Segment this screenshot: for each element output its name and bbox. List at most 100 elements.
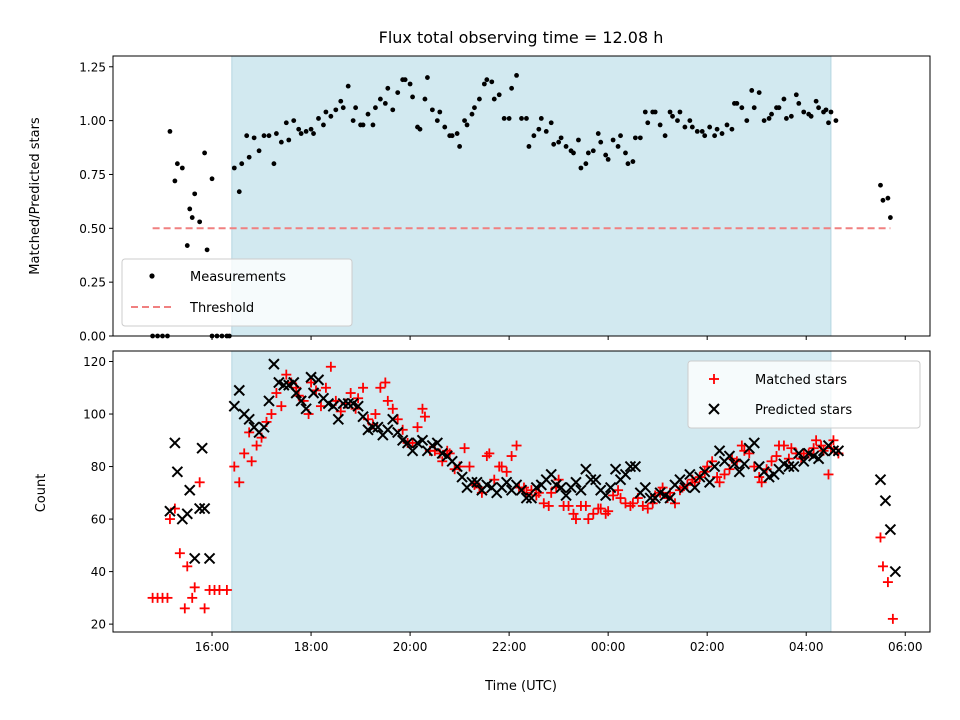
predicted-star-point (500, 476, 513, 489)
matched-star-point (417, 403, 428, 414)
measurement-point (274, 131, 279, 136)
predicted-star-point (332, 413, 345, 425)
matched-star-point (189, 582, 200, 593)
matched-star-point (719, 469, 730, 480)
legend-matched-label: Matched stars (755, 373, 847, 388)
measurement-point (251, 135, 257, 141)
measurement-point (880, 197, 886, 203)
measurement-point (429, 107, 435, 113)
bottom-legend: Matched stars Predicted stars (687, 360, 921, 429)
predicted-star-point (456, 471, 468, 483)
predicted-star-point (515, 484, 528, 496)
matched-star-point (234, 477, 245, 488)
measurement-point (675, 118, 680, 124)
measurement-point (442, 124, 448, 130)
predicted-star-point (466, 476, 478, 489)
measurement-point (712, 133, 718, 139)
bottom-y-axis-label: Count (34, 474, 49, 513)
matched-star-point (187, 592, 198, 603)
measurement-point (350, 118, 356, 124)
predicted-star-point (382, 424, 394, 436)
matched-star-point (306, 377, 317, 388)
matched-star-point (370, 409, 381, 420)
predicted-star-point (392, 426, 404, 439)
measurement-point (395, 90, 401, 96)
matched-star-point (229, 461, 240, 472)
predicted-star-point (708, 460, 721, 473)
predicted-star-point (164, 505, 176, 517)
predicted-star-point (198, 502, 211, 515)
predicted-star-point (525, 492, 538, 504)
matched-star-point (392, 414, 403, 425)
predicted-star-point (827, 445, 840, 457)
measurement-point (491, 96, 497, 102)
measurement-point (278, 139, 284, 145)
measurement-point (687, 118, 693, 124)
predicted-star-point (798, 455, 810, 468)
predicted-star-point (401, 437, 414, 449)
predicted-star-point (604, 481, 617, 494)
measurement-point (489, 79, 495, 85)
matched-star-point (875, 532, 886, 543)
measurement-point (630, 159, 636, 164)
measurement-point (724, 122, 730, 128)
measurement-point (526, 144, 532, 149)
matched-star-point (484, 448, 495, 459)
predicted-star-point (327, 400, 340, 412)
measurement-point (739, 105, 745, 111)
measurement-point (385, 85, 391, 91)
matched-star-point (808, 443, 819, 454)
predicted-star-point (196, 442, 208, 454)
measurement-point (271, 161, 277, 167)
matched-star-point (251, 440, 262, 451)
measurement-point (813, 98, 819, 104)
matched-star-point (387, 403, 398, 414)
predicted-star-point (406, 445, 419, 457)
measurement-point (184, 243, 190, 248)
predicted-star-point (585, 473, 597, 486)
bottom-axes-frame (112, 350, 931, 633)
predicted-star-point (307, 387, 320, 399)
predicted-star-point (193, 502, 206, 515)
measurement-point (365, 111, 371, 117)
measurement-point (323, 109, 329, 115)
measurement-point (788, 113, 794, 119)
measurement-point (296, 126, 302, 132)
bottom-panel: 20 40 60 80 100 120 16:00 18:00 20:00 22:00 00:00… (34, 350, 931, 694)
x-tick-label: 20:00 (393, 640, 428, 654)
predicted-star-point (728, 458, 741, 470)
predicted-star-point (679, 481, 691, 494)
measurement-point (548, 120, 554, 126)
predicted-star-point (520, 492, 533, 504)
matched-star-point (583, 514, 594, 525)
predicted-star-point (629, 460, 642, 473)
predicted-star-point (748, 437, 760, 449)
measurement-point (481, 81, 487, 87)
predicted-star-point (188, 552, 201, 565)
matched-star-point (766, 456, 777, 467)
predicted-star-point (387, 413, 399, 425)
matched-star-point (501, 466, 512, 477)
matched-star-point (568, 508, 579, 519)
measurement-point (699, 128, 705, 134)
measurement-point (457, 144, 463, 149)
predicted-star-point (243, 413, 255, 425)
measurement-point (197, 219, 203, 225)
predicted-star-point (713, 445, 726, 457)
measurement-point (618, 133, 623, 139)
measurement-point (826, 120, 831, 126)
top-y-ticks: 0.00 0.25 0.50 0.75 1.00 1.25 (79, 60, 113, 344)
matched-star-point (811, 435, 822, 446)
predicted-star-point (288, 376, 300, 389)
measurement-point (189, 215, 195, 220)
x-tick-label: 16:00 (195, 640, 230, 654)
measurement-point (484, 77, 490, 83)
measurement-point (501, 116, 507, 121)
measurement-point (751, 105, 757, 111)
measurement-point (585, 150, 591, 156)
matched-star-point (266, 409, 277, 420)
x-tick-label: 18:00 (294, 640, 329, 654)
measurement-point (308, 126, 314, 132)
matched-star-point (199, 603, 210, 614)
measurement-point (625, 161, 631, 167)
